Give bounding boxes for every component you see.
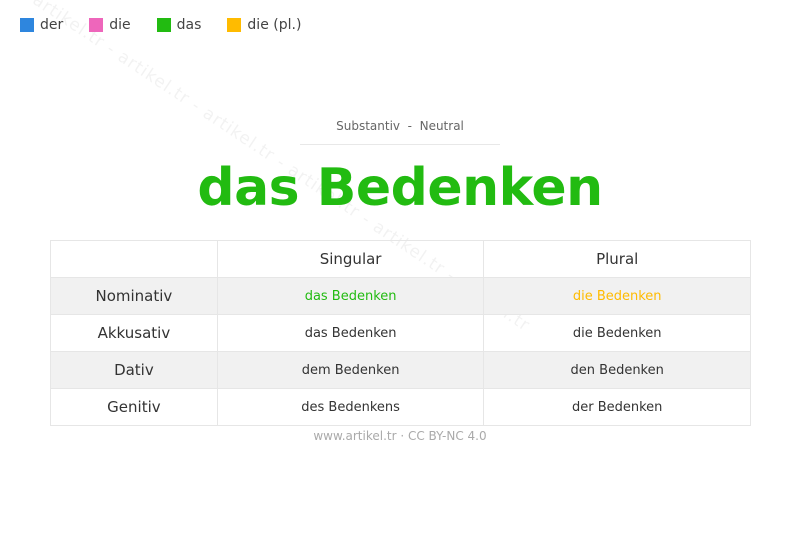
plural-swatch-icon <box>227 18 242 32</box>
legend-label: die <box>109 17 131 33</box>
gender-legend: der die das die (pl.) <box>20 17 327 33</box>
word-type: Substantiv - Neutral <box>336 119 464 133</box>
column-header-singular: Singular <box>216 240 485 278</box>
plural-cell: den Bedenken <box>483 351 751 389</box>
legend-item-plural: die (pl.) <box>227 17 301 33</box>
legend-label: die (pl.) <box>247 17 302 33</box>
legend-label: das <box>176 17 202 33</box>
singular-cell: das Bedenken <box>216 314 485 352</box>
divider <box>300 144 500 145</box>
case-label: Akkusativ <box>50 314 218 352</box>
table-row: Genitiv des Bedenkens der Bedenken <box>50 388 751 426</box>
page-title: das Bedenken <box>197 158 603 218</box>
plural-cell: die Bedenken <box>483 277 751 315</box>
singular-cell: das Bedenken <box>216 277 485 315</box>
plural-cell: die Bedenken <box>483 314 751 352</box>
die-swatch-icon <box>89 18 104 32</box>
table-row: Akkusativ das Bedenken die Bedenken <box>50 314 751 352</box>
declension-table: Singular Plural Nominativ das Bedenken d… <box>50 240 751 426</box>
der-swatch-icon <box>20 18 34 32</box>
legend-item-die: die <box>89 17 131 33</box>
footer-credit: www.artikel.tr · CC BY-NC 4.0 <box>313 429 487 443</box>
das-swatch-icon <box>156 18 171 32</box>
legend-item-der: der <box>20 17 63 33</box>
column-header-case <box>50 240 218 278</box>
case-label: Dativ <box>50 351 218 389</box>
legend-label: der <box>40 17 64 33</box>
singular-cell: des Bedenkens <box>216 388 485 426</box>
case-label: Genitiv <box>50 388 218 426</box>
table-row: Nominativ das Bedenken die Bedenken <box>50 277 751 315</box>
case-label: Nominativ <box>50 277 218 315</box>
plural-cell: der Bedenken <box>483 388 751 426</box>
singular-cell: dem Bedenken <box>216 351 485 389</box>
legend-item-das: das <box>156 17 202 33</box>
table-row: Dativ dem Bedenken den Bedenken <box>50 351 751 389</box>
table-header: Singular Plural <box>50 240 751 278</box>
column-header-plural: Plural <box>483 240 751 278</box>
